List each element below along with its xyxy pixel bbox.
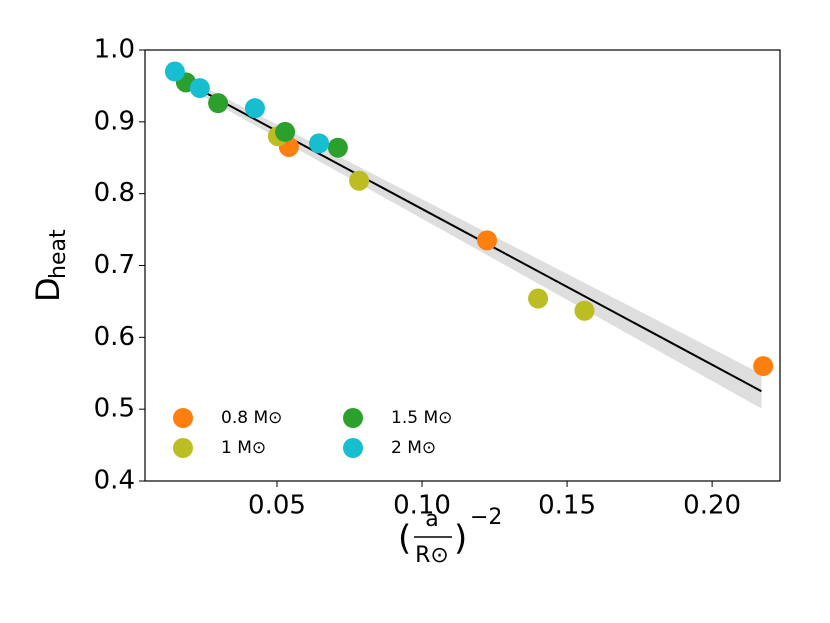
y-axis-label: D heat — [29, 229, 71, 302]
legend-label: 1.5 M⊙ — [391, 408, 452, 428]
x-tick-label: 0.05 — [248, 491, 306, 521]
legend-marker — [173, 438, 193, 458]
data-point — [164, 61, 185, 82]
data-point — [275, 121, 296, 142]
y-label-sub: heat — [46, 229, 71, 279]
x-tick-label: 0.20 — [683, 491, 741, 521]
data-point — [309, 133, 330, 154]
data-point — [244, 98, 265, 119]
y-tick-label: 0.8 — [94, 178, 135, 208]
legend-marker — [343, 408, 363, 428]
y-label-main: D — [29, 277, 67, 302]
data-point — [574, 300, 595, 321]
x-label-exp: −2 — [470, 505, 502, 530]
data-point — [528, 288, 549, 309]
data-point — [349, 170, 370, 191]
legend-label: 0.8 M⊙ — [221, 408, 282, 428]
legend-label: 2 M⊙ — [391, 438, 436, 458]
x-tick-label: 0.10 — [393, 491, 451, 521]
legend-marker — [343, 438, 363, 458]
y-tick-label: 0.4 — [94, 466, 135, 496]
x-label-den: R⊙ — [415, 543, 449, 568]
x-label-paren: ( — [398, 519, 411, 559]
data-point — [477, 230, 498, 251]
x-axis-label: ( a R⊙ ) −2 — [398, 505, 502, 568]
x-label-paren: ) — [454, 519, 467, 559]
legend-label: 1 M⊙ — [221, 438, 266, 458]
y-tick-label: 0.6 — [94, 322, 135, 352]
data-point — [189, 78, 210, 99]
data-point — [753, 356, 774, 377]
x-tick-label: 0.15 — [538, 491, 596, 521]
y-tick-label: 1.0 — [94, 35, 135, 65]
fit-line — [174, 75, 762, 393]
y-tick-label: 0.7 — [94, 250, 135, 280]
y-tick-label: 0.9 — [94, 106, 135, 136]
legend-marker — [173, 408, 193, 428]
data-point — [327, 137, 348, 158]
data-point — [208, 93, 229, 114]
y-tick-label: 0.5 — [94, 394, 135, 424]
x-label-num: a — [425, 507, 438, 532]
